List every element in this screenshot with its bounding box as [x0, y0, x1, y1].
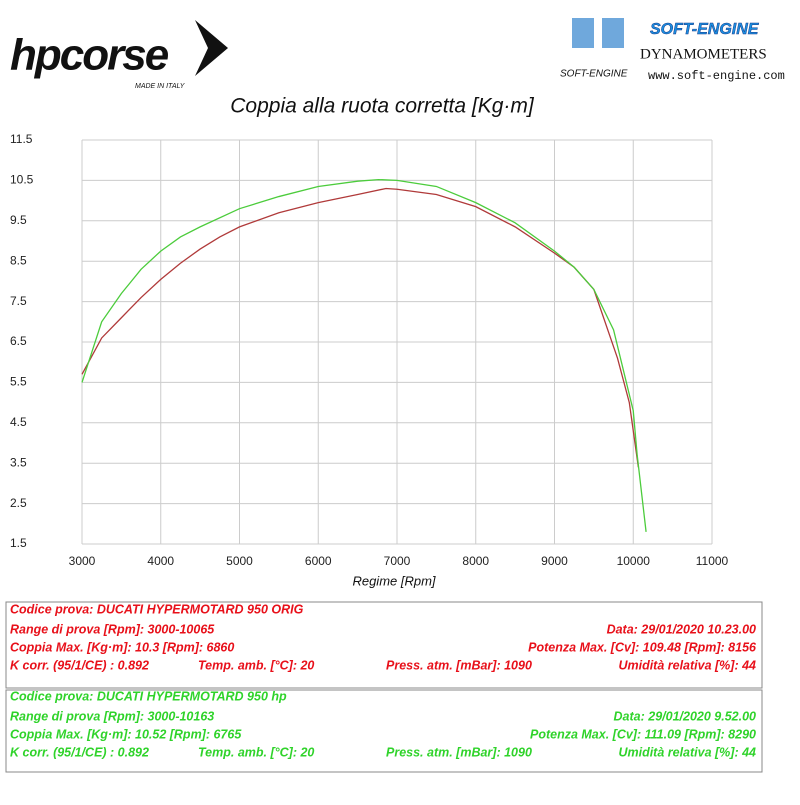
y-tick-label: 7.5 [10, 294, 27, 308]
test-info: Press. atm. [mBar]: 1090 [386, 658, 532, 672]
test-info: Coppia Max. [Kg·m]: 10.52 [Rpm]: 6765 [10, 727, 242, 741]
y-tick-label: 9.5 [10, 213, 27, 227]
piston-icon [602, 18, 624, 48]
soft-engine-logo: SOFT-ENGINE SOFT-ENGINE DYNAMOMETERS www… [560, 18, 785, 83]
piston-icon [572, 18, 594, 48]
test-info: Press. atm. [mBar]: 1090 [386, 745, 532, 759]
test-box [5, 601, 763, 689]
y-tick-label: 11.5 [10, 132, 33, 146]
y-tick-label: 6.5 [10, 334, 27, 348]
brand-sub: DYNAMOMETERS [640, 46, 767, 62]
brand: SOFT-ENGINE [650, 21, 760, 38]
x-tick-label: 10000 [617, 554, 651, 568]
test-info: Temp. amb. [°C]: 20 [198, 745, 314, 759]
test-info: Potenza Max. [Cv]: 109.48 [Rpm]: 8156 [528, 640, 757, 654]
test-info: Range di prova [Rpm]: 3000-10163 [10, 709, 214, 723]
test-info: Codice prova: DUCATI HYPERMOTARD 950 ORI… [10, 602, 304, 616]
logo: hpcorse [10, 31, 169, 80]
test-info: Umidità relativa [%]: 44 [618, 745, 756, 759]
y-tick-label: 10.5 [10, 173, 34, 187]
x-axis-label: Regime [Rpm] [352, 573, 435, 588]
logo-arrow [195, 20, 228, 76]
test-info: K corr. (95/1/CE) : 0.892 [10, 658, 149, 672]
test-info: Potenza Max. [Cv]: 111.09 [Rpm]: 8290 [530, 727, 756, 741]
test-info: Data: 29/01/2020 10.23.00 [607, 622, 756, 636]
x-tick-label: 11000 [696, 554, 729, 568]
x-tick-label: 8000 [462, 554, 489, 568]
x-tick-label: 7000 [384, 554, 411, 568]
x-tick-label: 4000 [147, 554, 174, 568]
chart-title: Coppia alla ruota corretta [Kg·m] [230, 95, 535, 118]
logo-sub: MADE IN ITALY [135, 83, 186, 90]
x-tick-label: 5000 [226, 554, 253, 568]
test-info: K corr. (95/1/CE) : 0.892 [10, 745, 149, 759]
test-info: Temp. amb. [°C]: 20 [198, 658, 314, 672]
test-box [5, 689, 763, 773]
test-info: Coppia Max. [Kg·m]: 10.3 [Rpm]: 6860 [10, 640, 234, 654]
test-info: Codice prova: DUCATI HYPERMOTARD 950 hp [10, 689, 287, 703]
y-tick-label: 5.5 [10, 375, 27, 389]
brand-logo: SOFT-ENGINE [560, 69, 628, 80]
y-tick-label: 8.5 [10, 253, 27, 267]
test-info: Range di prova [Rpm]: 3000-10065 [10, 622, 215, 636]
y-tick-label: 2.5 [10, 496, 27, 510]
hp-logo: hpcorse MADE IN ITALY [10, 20, 228, 90]
x-tick-label: 3000 [69, 554, 96, 568]
torque-line [81, 178, 647, 532]
y-tick-label: 1.5 [10, 536, 27, 550]
test-info: Umidità relativa [%]: 44 [618, 658, 756, 672]
y-tick-label: 3.5 [10, 455, 27, 469]
x-tick-label: 6000 [305, 554, 332, 568]
test-info: Data: 29/01/2020 9.52.00 [614, 709, 757, 723]
y-tick-label: 4.5 [10, 415, 27, 429]
url: www.soft-engine.com [648, 69, 785, 83]
x-tick-label: 9000 [541, 554, 568, 568]
